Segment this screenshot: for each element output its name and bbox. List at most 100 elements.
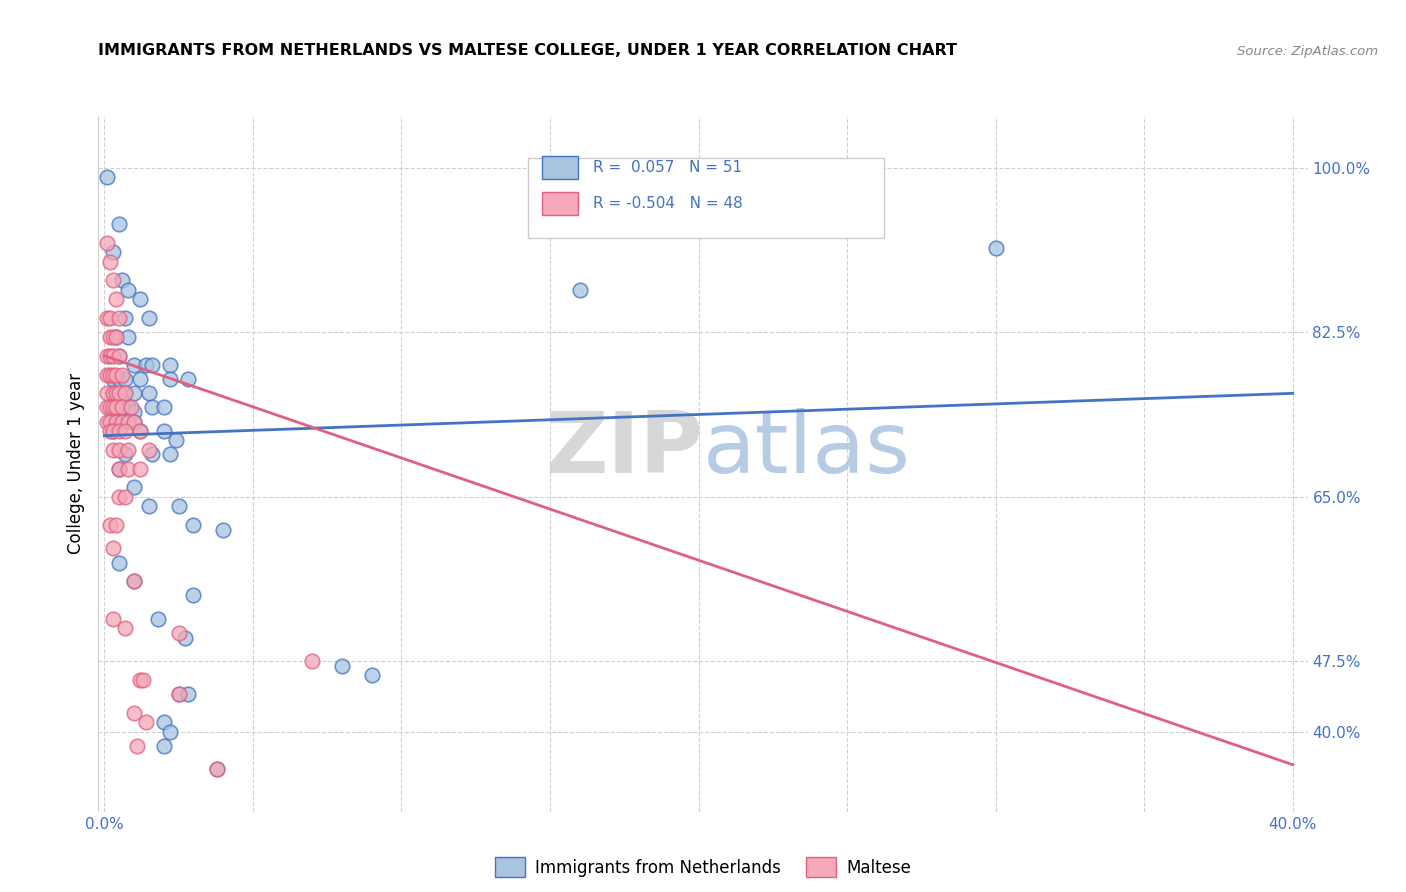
Point xyxy=(129,372,152,386)
Point xyxy=(111,368,134,382)
Text: ZIP: ZIP xyxy=(546,409,703,491)
Point xyxy=(360,668,382,682)
Point xyxy=(108,349,131,363)
Text: atlas: atlas xyxy=(703,409,911,491)
Point xyxy=(105,415,128,429)
Point xyxy=(96,170,118,185)
Point xyxy=(108,311,131,326)
Point xyxy=(103,273,125,287)
Point xyxy=(183,589,205,603)
Point xyxy=(103,372,125,386)
Text: R =  0.057   N = 51: R = 0.057 N = 51 xyxy=(593,160,742,175)
FancyBboxPatch shape xyxy=(527,158,884,238)
Point xyxy=(108,424,131,438)
Point xyxy=(105,293,128,307)
Point xyxy=(122,415,145,429)
Point xyxy=(207,763,229,777)
Point xyxy=(122,405,145,419)
Point xyxy=(98,311,121,326)
Point xyxy=(96,401,118,415)
Point xyxy=(96,368,118,382)
Point xyxy=(129,424,152,438)
Point xyxy=(114,372,136,386)
Point xyxy=(114,490,136,504)
Point xyxy=(159,447,181,461)
Point xyxy=(108,349,131,363)
Point xyxy=(146,612,169,626)
Point xyxy=(129,293,152,307)
Point xyxy=(98,330,121,344)
Point xyxy=(135,358,157,372)
Point xyxy=(114,386,136,401)
Point xyxy=(138,499,160,513)
Point xyxy=(167,499,190,513)
Text: IMMIGRANTS FROM NETHERLANDS VS MALTESE COLLEGE, UNDER 1 YEAR CORRELATION CHART: IMMIGRANTS FROM NETHERLANDS VS MALTESE C… xyxy=(98,43,957,58)
Point xyxy=(176,687,198,701)
Point xyxy=(108,461,131,475)
Point xyxy=(330,659,353,673)
Point xyxy=(103,424,125,438)
Point xyxy=(117,442,139,457)
Point xyxy=(152,739,174,753)
Point xyxy=(111,273,134,287)
Point xyxy=(114,447,136,461)
Point xyxy=(173,631,195,645)
Text: Source: ZipAtlas.com: Source: ZipAtlas.com xyxy=(1237,45,1378,58)
Point xyxy=(105,518,128,533)
Point xyxy=(111,415,134,429)
Point xyxy=(98,518,121,533)
Point xyxy=(152,715,174,730)
Point xyxy=(105,415,128,429)
FancyBboxPatch shape xyxy=(543,192,578,215)
Point xyxy=(105,368,128,382)
Point xyxy=(103,386,125,401)
Point xyxy=(103,401,125,415)
Point xyxy=(117,401,139,415)
Point xyxy=(103,541,125,556)
Point xyxy=(167,687,190,701)
Point xyxy=(96,311,118,326)
Point xyxy=(96,415,118,429)
Point xyxy=(114,424,136,438)
Point xyxy=(103,424,125,438)
Point xyxy=(129,461,152,475)
Point xyxy=(207,763,229,777)
Point xyxy=(117,461,139,475)
Point xyxy=(108,217,131,231)
Text: R = -0.504   N = 48: R = -0.504 N = 48 xyxy=(593,195,742,211)
Point xyxy=(114,386,136,401)
Point xyxy=(108,442,131,457)
Point xyxy=(167,687,190,701)
Point xyxy=(165,434,187,448)
Point xyxy=(108,461,131,475)
Point xyxy=(103,330,125,344)
Point xyxy=(114,311,136,326)
Point xyxy=(111,401,134,415)
Point xyxy=(122,574,145,589)
Point xyxy=(108,386,131,401)
Point xyxy=(108,556,131,570)
Point xyxy=(98,254,121,268)
Point xyxy=(105,401,128,415)
Point xyxy=(105,386,128,401)
Point xyxy=(96,349,118,363)
Point xyxy=(98,349,121,363)
Point xyxy=(122,415,145,429)
Point xyxy=(159,358,181,372)
Point xyxy=(138,386,160,401)
Point xyxy=(117,415,139,429)
Point xyxy=(152,401,174,415)
Point xyxy=(117,330,139,344)
Point xyxy=(138,442,160,457)
Point xyxy=(103,245,125,260)
Point xyxy=(103,386,125,401)
Y-axis label: College, Under 1 year: College, Under 1 year xyxy=(66,373,84,555)
Point xyxy=(103,612,125,626)
Point xyxy=(159,724,181,739)
FancyBboxPatch shape xyxy=(543,155,578,178)
Point xyxy=(167,626,190,640)
Point xyxy=(129,424,152,438)
Point xyxy=(114,621,136,635)
Point xyxy=(117,283,139,297)
Point xyxy=(103,349,125,363)
